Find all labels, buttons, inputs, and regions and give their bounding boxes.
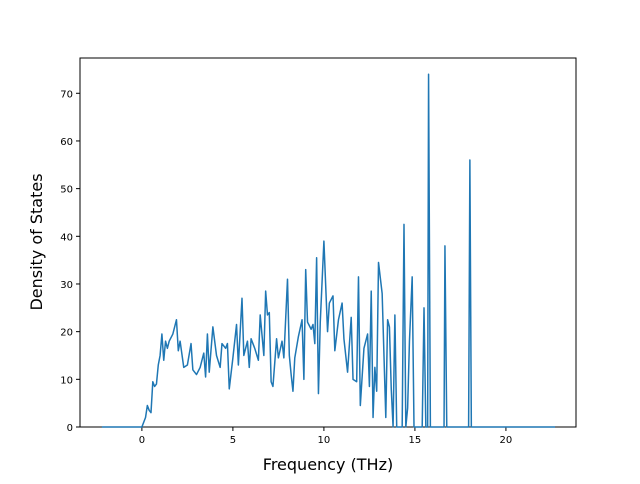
x-tick-label: 15 [409,435,422,446]
y-tick-label: 10 [60,375,73,386]
x-tick-label: 5 [230,435,236,446]
y-tick-label: 0 [67,423,73,434]
data-line [101,73,556,428]
y-tick-label: 60 [60,137,73,148]
x-tick-label: 20 [500,435,513,446]
x-axis-label: Frequency (THz) [263,455,393,474]
y-axis-label: Density of States [27,173,46,310]
x-tick-label: 0 [139,435,145,446]
y-tick-label: 40 [60,232,73,243]
plot-frame [79,57,577,428]
y-tick-label: 70 [60,89,73,100]
y-tick-label: 20 [60,328,73,339]
y-tick-label: 50 [60,185,73,196]
x-tick-label: 10 [318,435,331,446]
y-tick-label: 30 [60,280,73,291]
